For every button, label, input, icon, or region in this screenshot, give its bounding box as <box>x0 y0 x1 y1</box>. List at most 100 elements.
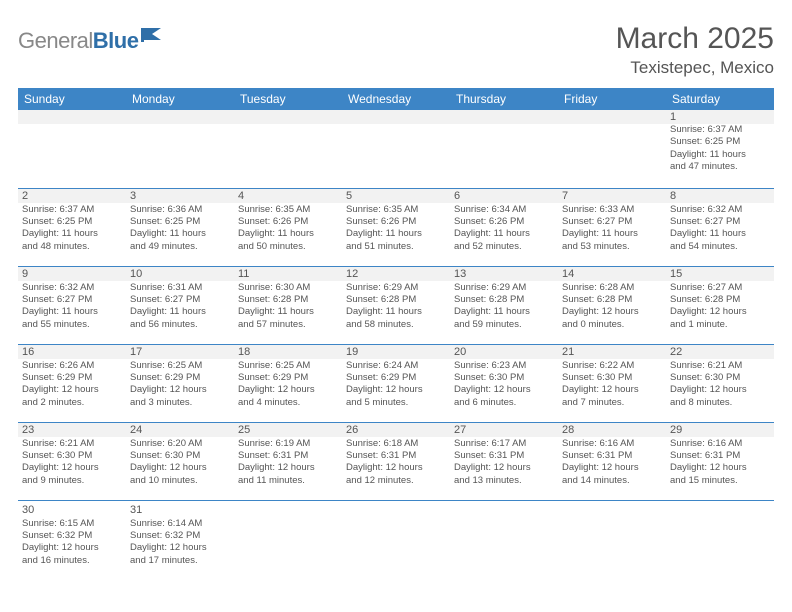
sunset-text: Sunset: 6:32 PM <box>22 530 122 542</box>
daylight-text: Daylight: 12 hours <box>22 462 122 474</box>
daylight-text: and 51 minutes. <box>346 241 446 253</box>
daylight-text: Daylight: 12 hours <box>670 384 770 396</box>
sunset-text: Sunset: 6:29 PM <box>346 372 446 384</box>
sunset-text: Sunset: 6:31 PM <box>454 450 554 462</box>
calendar-cell: 19Sunrise: 6:24 AMSunset: 6:29 PMDayligh… <box>342 344 450 422</box>
sunrise-text: Sunrise: 6:14 AM <box>130 518 230 530</box>
sunset-text: Sunset: 6:28 PM <box>454 294 554 306</box>
calendar-week: 16Sunrise: 6:26 AMSunset: 6:29 PMDayligh… <box>18 344 774 422</box>
calendar-cell: 1Sunrise: 6:37 AMSunset: 6:25 PMDaylight… <box>666 110 774 188</box>
sunrise-text: Sunrise: 6:16 AM <box>562 438 662 450</box>
calendar-cell: 14Sunrise: 6:28 AMSunset: 6:28 PMDayligh… <box>558 266 666 344</box>
day-number: 8 <box>666 189 774 203</box>
brand-grey: General <box>18 28 93 53</box>
calendar-cell <box>342 500 450 578</box>
daylight-text: Daylight: 12 hours <box>130 384 230 396</box>
daylight-text: Daylight: 11 hours <box>346 306 446 318</box>
day-number: 11 <box>234 267 342 281</box>
calendar-cell: 27Sunrise: 6:17 AMSunset: 6:31 PMDayligh… <box>450 422 558 500</box>
sunset-text: Sunset: 6:31 PM <box>238 450 338 462</box>
daylight-text: Daylight: 12 hours <box>22 542 122 554</box>
sunset-text: Sunset: 6:27 PM <box>22 294 122 306</box>
sunrise-text: Sunrise: 6:25 AM <box>130 360 230 372</box>
calendar-head: SundayMondayTuesdayWednesdayThursdayFrid… <box>18 88 774 110</box>
daylight-text: and 2 minutes. <box>22 397 122 409</box>
daylight-text: and 52 minutes. <box>454 241 554 253</box>
day-number: 21 <box>558 345 666 359</box>
calendar-cell: 15Sunrise: 6:27 AMSunset: 6:28 PMDayligh… <box>666 266 774 344</box>
sunrise-text: Sunrise: 6:30 AM <box>238 282 338 294</box>
sunset-text: Sunset: 6:25 PM <box>670 136 770 148</box>
daylight-text: Daylight: 11 hours <box>238 306 338 318</box>
sunrise-text: Sunrise: 6:37 AM <box>22 204 122 216</box>
daylight-text: and 6 minutes. <box>454 397 554 409</box>
weekday-header: Saturday <box>666 88 774 110</box>
daylight-text: Daylight: 11 hours <box>670 149 770 161</box>
day-number: 28 <box>558 423 666 437</box>
sunrise-text: Sunrise: 6:29 AM <box>346 282 446 294</box>
daylight-text: and 3 minutes. <box>130 397 230 409</box>
calendar-cell <box>126 110 234 188</box>
calendar-cell: 9Sunrise: 6:32 AMSunset: 6:27 PMDaylight… <box>18 266 126 344</box>
daylight-text: and 11 minutes. <box>238 475 338 487</box>
day-number: 24 <box>126 423 234 437</box>
calendar-cell <box>558 110 666 188</box>
daylight-text: and 17 minutes. <box>130 555 230 567</box>
blank-day <box>234 110 342 124</box>
day-number: 29 <box>666 423 774 437</box>
day-number: 25 <box>234 423 342 437</box>
sunrise-text: Sunrise: 6:25 AM <box>238 360 338 372</box>
day-number: 4 <box>234 189 342 203</box>
calendar-cell <box>342 110 450 188</box>
sunrise-text: Sunrise: 6:31 AM <box>130 282 230 294</box>
sunrise-text: Sunrise: 6:20 AM <box>130 438 230 450</box>
sunset-text: Sunset: 6:31 PM <box>562 450 662 462</box>
calendar-cell: 12Sunrise: 6:29 AMSunset: 6:28 PMDayligh… <box>342 266 450 344</box>
calendar-cell <box>666 500 774 578</box>
blank-day <box>558 110 666 124</box>
daylight-text: Daylight: 11 hours <box>22 306 122 318</box>
sunrise-text: Sunrise: 6:34 AM <box>454 204 554 216</box>
sunrise-text: Sunrise: 6:26 AM <box>22 360 122 372</box>
brand-text: GeneralBlue <box>18 28 138 54</box>
sunrise-text: Sunrise: 6:32 AM <box>670 204 770 216</box>
calendar-cell: 22Sunrise: 6:21 AMSunset: 6:30 PMDayligh… <box>666 344 774 422</box>
sunrise-text: Sunrise: 6:19 AM <box>238 438 338 450</box>
calendar-page: GeneralBlue March 2025 Texistepec, Mexic… <box>0 0 792 578</box>
calendar-cell: 10Sunrise: 6:31 AMSunset: 6:27 PMDayligh… <box>126 266 234 344</box>
sunrise-text: Sunrise: 6:28 AM <box>562 282 662 294</box>
daylight-text: and 55 minutes. <box>22 319 122 331</box>
sunset-text: Sunset: 6:25 PM <box>130 216 230 228</box>
day-number: 30 <box>22 503 122 517</box>
daylight-text: Daylight: 11 hours <box>670 228 770 240</box>
location: Texistepec, Mexico <box>616 58 774 78</box>
calendar-cell <box>558 500 666 578</box>
daylight-text: Daylight: 11 hours <box>238 228 338 240</box>
sunrise-text: Sunrise: 6:33 AM <box>562 204 662 216</box>
sunset-text: Sunset: 6:29 PM <box>130 372 230 384</box>
sunset-text: Sunset: 6:27 PM <box>670 216 770 228</box>
calendar-week: 9Sunrise: 6:32 AMSunset: 6:27 PMDaylight… <box>18 266 774 344</box>
sunrise-text: Sunrise: 6:17 AM <box>454 438 554 450</box>
daylight-text: and 50 minutes. <box>238 241 338 253</box>
calendar-cell: 29Sunrise: 6:16 AMSunset: 6:31 PMDayligh… <box>666 422 774 500</box>
daylight-text: Daylight: 12 hours <box>454 462 554 474</box>
month-title: March 2025 <box>616 22 774 56</box>
daylight-text: Daylight: 11 hours <box>130 306 230 318</box>
daylight-text: and 53 minutes. <box>562 241 662 253</box>
daylight-text: and 9 minutes. <box>22 475 122 487</box>
day-number: 10 <box>126 267 234 281</box>
calendar-cell <box>234 110 342 188</box>
day-number: 15 <box>666 267 774 281</box>
calendar-cell <box>234 500 342 578</box>
sunset-text: Sunset: 6:28 PM <box>346 294 446 306</box>
day-number: 13 <box>450 267 558 281</box>
sunrise-text: Sunrise: 6:36 AM <box>130 204 230 216</box>
weekday-row: SundayMondayTuesdayWednesdayThursdayFrid… <box>18 88 774 110</box>
daylight-text: and 7 minutes. <box>562 397 662 409</box>
day-number: 18 <box>234 345 342 359</box>
title-block: March 2025 Texistepec, Mexico <box>616 22 774 78</box>
calendar-cell <box>450 500 558 578</box>
blank-day <box>18 110 126 124</box>
day-number: 6 <box>450 189 558 203</box>
